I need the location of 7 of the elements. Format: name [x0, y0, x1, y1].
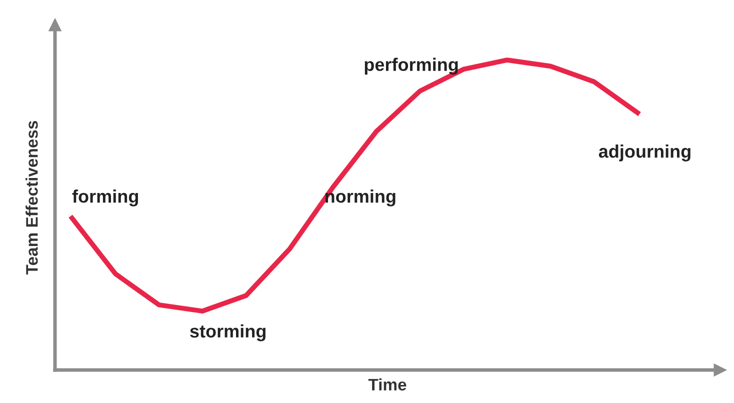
- annotation: forming: [72, 189, 138, 206]
- annotation: storming: [190, 324, 266, 342]
- annotation: performing: [364, 58, 458, 75]
- annotation: adjourning: [598, 144, 690, 162]
- x-axis-title: Time: [368, 378, 406, 391]
- y-axis-title: Team Effectiveness: [26, 120, 38, 275]
- annotation: norming: [325, 189, 396, 206]
